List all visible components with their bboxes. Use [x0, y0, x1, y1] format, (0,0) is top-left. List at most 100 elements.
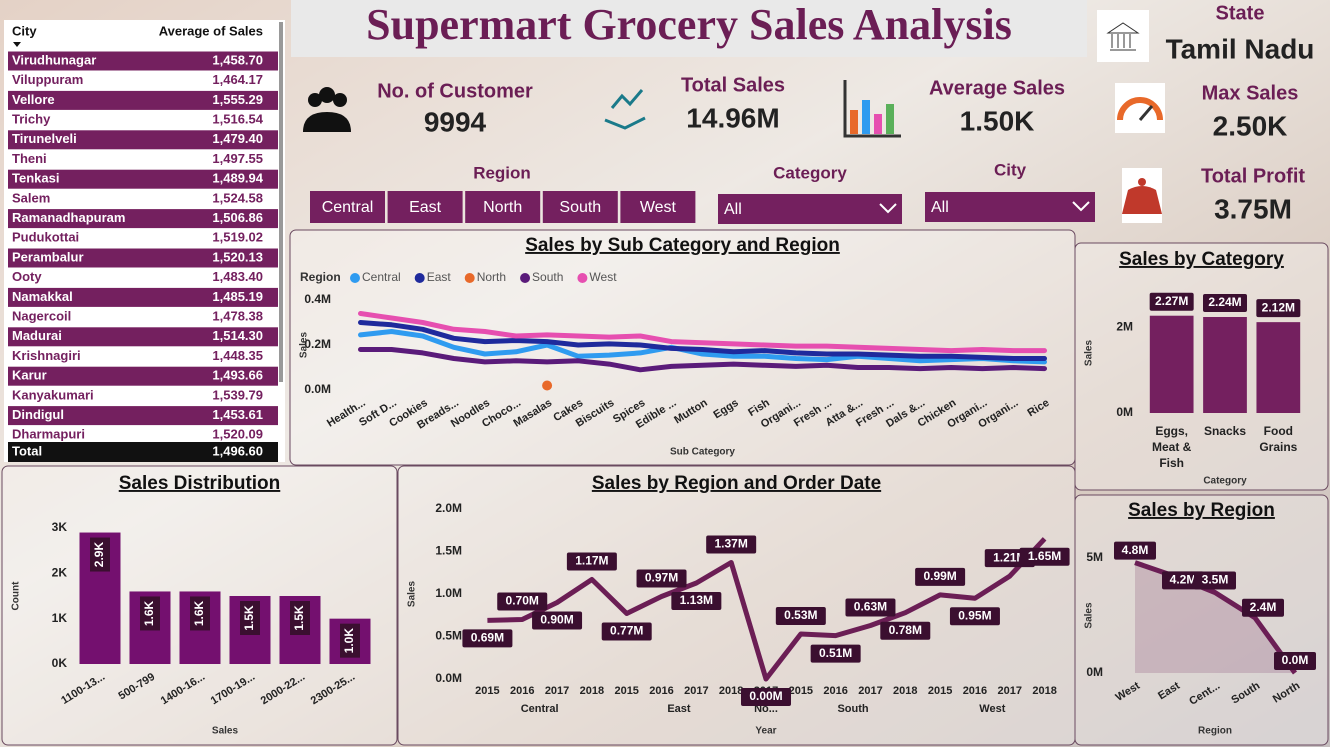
- data-label-group: 2.9K: [90, 537, 110, 572]
- data-label-group: 1.6K: [190, 596, 210, 631]
- data-label-box: [532, 611, 583, 630]
- y-axis-label: Sales: [1084, 602, 1095, 629]
- x-axis-label: Sales: [212, 726, 239, 737]
- table-cell: 1,497.55: [212, 151, 263, 166]
- x-tick-label: 2018: [580, 685, 604, 697]
- x-tick-label: 2018: [893, 685, 917, 697]
- table-row: [8, 228, 278, 248]
- region-button[interactable]: [620, 191, 696, 223]
- y-tick-label: 0M: [1086, 665, 1103, 679]
- series-line: [358, 347, 1047, 373]
- legend-label: Central: [362, 270, 401, 284]
- x-tick-label: 2018: [719, 685, 743, 697]
- x-tick-label-box: Food Grains: [1259, 424, 1297, 454]
- x-tick-label: 2015: [614, 685, 638, 697]
- region-button[interactable]: [465, 191, 541, 223]
- table-cell: 1,539.79: [212, 387, 263, 402]
- table-cell: 1,483.40: [212, 269, 263, 284]
- region-button-label: North: [483, 199, 522, 216]
- data-label-box: [566, 552, 617, 571]
- x-group-label: Central: [521, 703, 559, 715]
- data-label: 0.51M: [819, 646, 852, 660]
- table-cell: Dharmapuri: [12, 427, 85, 442]
- data-label: 2.9K: [92, 542, 106, 568]
- y-tick-label: 1.5M: [435, 544, 462, 558]
- dropdown[interactable]: [925, 192, 1095, 222]
- region-button[interactable]: [310, 191, 385, 223]
- y-tick-label: 0.0M: [304, 382, 331, 396]
- data-label-box: [1149, 292, 1194, 311]
- state-label: State: [1216, 2, 1265, 24]
- bar: [1203, 317, 1247, 413]
- x-tick-label: 2016: [823, 685, 847, 697]
- data-label: 2.24M: [1208, 295, 1241, 309]
- table-row: [8, 327, 278, 347]
- dropdown[interactable]: [718, 194, 902, 224]
- data-label: 0.63M: [854, 600, 887, 614]
- table-cell: Tirunelveli: [12, 131, 77, 146]
- table-row: [8, 287, 278, 307]
- legend-swatch: [577, 273, 588, 283]
- series-line: [358, 329, 1047, 365]
- x-tick-label: Snacks: [1203, 424, 1246, 438]
- table-cell: Theni: [12, 151, 47, 166]
- scrollbar: [279, 22, 283, 382]
- x-tick-label: 2016: [649, 685, 673, 697]
- state-icon-building: [1106, 22, 1140, 51]
- dropdown-chevron: [879, 203, 897, 214]
- table-cell: Krishnagiri: [12, 348, 81, 363]
- table-row: [8, 347, 278, 366]
- kpi-value: 3.75M: [1214, 193, 1292, 224]
- legend-swatch: [464, 273, 475, 283]
- table-cell: 1,464.17: [212, 72, 263, 87]
- x-tick-label: 2016: [510, 685, 534, 697]
- table-row: [8, 366, 278, 386]
- table-cell: Madurai: [12, 328, 62, 343]
- state-icon: [1097, 10, 1149, 62]
- y-axis-label: Sales: [1084, 339, 1095, 366]
- data-label-box: [462, 629, 513, 648]
- table-cell: Tenkasi: [12, 171, 59, 186]
- x-tick-label: 2017: [684, 685, 708, 697]
- x-tick-label-box: Snacks: [1203, 424, 1246, 438]
- data-label-box: [775, 606, 826, 625]
- data-label: 3.5M: [1202, 573, 1229, 587]
- table-row: [8, 150, 278, 169]
- y-tick-label: 1.0M: [435, 586, 462, 600]
- legend-swatch: [520, 273, 531, 283]
- data-label: 0.90M: [540, 613, 573, 627]
- table-row: [8, 406, 278, 426]
- filter-label: Region: [473, 163, 531, 182]
- region-button[interactable]: [387, 191, 463, 223]
- table-cell: 1,516.54: [212, 112, 263, 127]
- table-row: [8, 248, 278, 268]
- data-label: 2.4M: [1250, 600, 1277, 614]
- data-label: 0.00M: [749, 689, 782, 703]
- table-total-row: [8, 442, 278, 462]
- data-label-box: [1203, 294, 1247, 312]
- y-tick-label: 2.0M: [435, 501, 462, 515]
- data-label: 1.13M: [680, 593, 713, 607]
- table-row: [8, 110, 278, 130]
- y-tick-label: 0M: [1116, 405, 1133, 419]
- data-label-box: [601, 622, 652, 641]
- y-tick-label: 1K: [52, 611, 68, 625]
- data-label-box: [340, 623, 360, 658]
- table-cell: 1,479.40: [212, 131, 263, 146]
- y-tick-label: 5M: [1086, 550, 1103, 564]
- kpi-value: 1.50K: [960, 105, 1035, 136]
- data-label-box: [190, 596, 210, 631]
- table-cell: 1,478.38: [212, 309, 263, 324]
- table-cell: Total: [12, 443, 42, 458]
- kpi-icons: [303, 80, 1165, 223]
- data-label-box: [706, 535, 757, 554]
- table-row: [8, 189, 278, 209]
- kpi-label: Max Sales: [1202, 82, 1299, 104]
- table-cell: Ramanadhapuram: [12, 210, 125, 225]
- table-cell: 1,555.29: [212, 92, 263, 107]
- data-label: 1.0K: [342, 628, 356, 654]
- data-label-box: [671, 591, 722, 610]
- region-button[interactable]: [542, 191, 618, 223]
- table-row: [8, 268, 278, 288]
- table-cell: Namakkal: [12, 289, 73, 304]
